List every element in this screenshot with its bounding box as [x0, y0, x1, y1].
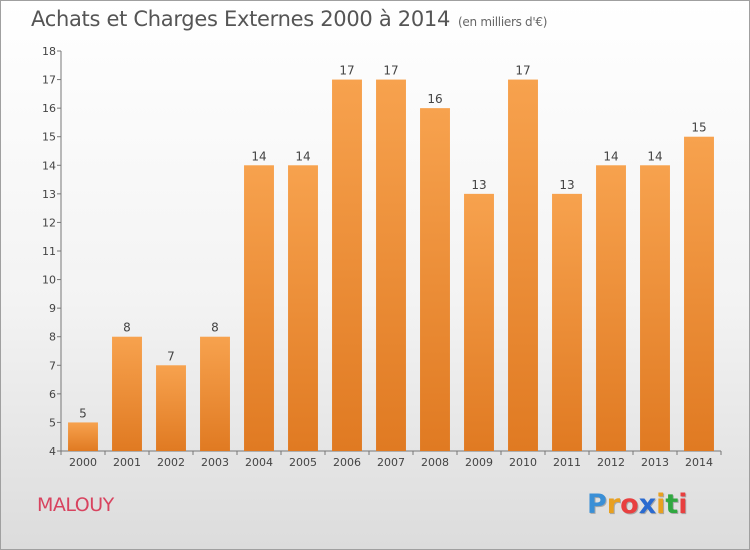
- data-label-2004: 14: [251, 149, 266, 163]
- bar-2005: [288, 165, 318, 452]
- data-label-2009: 13: [471, 178, 486, 192]
- x-tick-label-2012: 2012: [597, 456, 625, 469]
- proxiti-logo: Proxiti: [587, 489, 688, 520]
- chart-title: Achats et Charges Externes 2000 à 2014 (e…: [31, 7, 547, 31]
- data-label-2014: 15: [691, 121, 706, 135]
- data-label-2000: 5: [79, 406, 87, 420]
- data-label-2005: 14: [295, 149, 310, 163]
- y-tick-label: 7: [49, 359, 56, 372]
- x-tick-label-2014: 2014: [685, 456, 713, 469]
- data-label-2002: 7: [167, 349, 175, 363]
- data-label-2010: 17: [515, 64, 530, 78]
- y-tick-label: 14: [42, 159, 56, 172]
- data-label-2001: 8: [123, 321, 131, 335]
- x-tick-label-2009: 2009: [465, 456, 493, 469]
- logo-letter: t: [665, 489, 679, 520]
- x-tick-label-2003: 2003: [201, 456, 229, 469]
- x-tick-label-2011: 2011: [553, 456, 581, 469]
- bar-2004: [244, 165, 274, 452]
- bar-2010: [508, 79, 538, 452]
- chart-data-labels: 2000 5 2001 8 2002 7 2003 8 2004 14 2005 14 2006 17 20…: [69, 64, 713, 469]
- y-tick-label: 6: [49, 388, 56, 401]
- y-tick-label: 15: [42, 131, 56, 144]
- y-tick-label: 11: [42, 245, 56, 258]
- x-tick-label-2010: 2010: [509, 456, 537, 469]
- logo-letter: o: [620, 489, 639, 520]
- y-tick-label: 10: [42, 274, 56, 287]
- bar-2009: [464, 193, 494, 451]
- commune-name: MALOUY: [37, 494, 114, 516]
- data-label-2007: 17: [383, 64, 398, 78]
- y-tick-label: 5: [49, 416, 56, 429]
- chart-subtitle: (en milliers d'€): [458, 15, 548, 29]
- data-label-2013: 14: [647, 149, 662, 163]
- logo-letter: i: [678, 489, 688, 520]
- x-tick-label-2008: 2008: [421, 456, 449, 469]
- y-tick-label: 16: [42, 102, 56, 115]
- y-tick-label: 8: [49, 331, 56, 344]
- y-tick-label: 4: [49, 445, 56, 458]
- bar-2003: [200, 336, 230, 451]
- bar-2000: [68, 422, 98, 451]
- logo-letter: r: [606, 489, 621, 520]
- logo-letter: x: [638, 489, 657, 520]
- x-tick-label-2004: 2004: [245, 456, 273, 469]
- bar-2001: [112, 336, 142, 451]
- chart-title-text: Achats et Charges Externes 2000 à 2014: [31, 7, 451, 31]
- y-tick-label: 9: [49, 302, 56, 315]
- x-tick-label-2007: 2007: [377, 456, 405, 469]
- logo-letter: P: [587, 489, 607, 520]
- data-label-2008: 16: [427, 92, 442, 106]
- bar-2002: [156, 365, 186, 451]
- data-label-2011: 13: [559, 178, 574, 192]
- y-tick-label: 13: [42, 188, 56, 201]
- x-tick-label-2006: 2006: [333, 456, 361, 469]
- data-label-2006: 17: [339, 64, 354, 78]
- bar-2006: [332, 79, 362, 452]
- bar-2008: [420, 108, 450, 452]
- x-tick-label-2013: 2013: [641, 456, 669, 469]
- data-label-2012: 14: [603, 149, 618, 163]
- bar-2007: [376, 79, 406, 452]
- bar-2013: [640, 165, 670, 452]
- bar-2011: [552, 193, 582, 451]
- x-tick-label-2005: 2005: [289, 456, 317, 469]
- chart-bars: [68, 79, 714, 452]
- x-tick-label-2001: 2001: [113, 456, 141, 469]
- logo-letter: i: [656, 489, 666, 520]
- x-tick-label-2000: 2000: [69, 456, 97, 469]
- data-label-2003: 8: [211, 321, 219, 335]
- bar-2014: [684, 136, 714, 451]
- y-tick-label: 18: [42, 45, 56, 58]
- bar-2012: [596, 165, 626, 452]
- x-tick-label-2002: 2002: [157, 456, 185, 469]
- y-tick-label: 17: [42, 74, 56, 87]
- y-tick-label: 12: [42, 216, 56, 229]
